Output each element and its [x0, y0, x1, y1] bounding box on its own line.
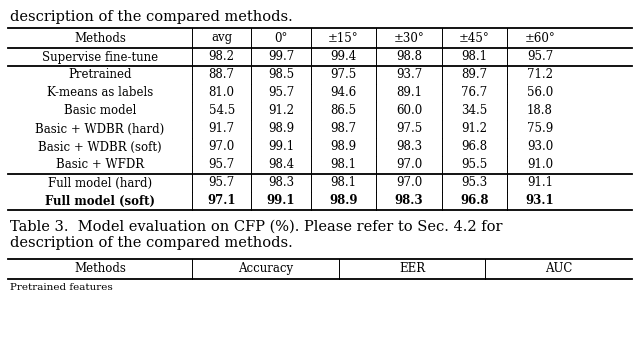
Text: 97.0: 97.0 — [209, 141, 235, 154]
Text: Table 3.  Model evaluation on CFP (%). Please refer to Sec. 4.2 for: Table 3. Model evaluation on CFP (%). Pl… — [10, 220, 502, 234]
Text: 98.1: 98.1 — [330, 158, 356, 172]
Text: 91.1: 91.1 — [527, 177, 553, 189]
Text: Basic + WDBR (soft): Basic + WDBR (soft) — [38, 141, 162, 154]
Text: 91.2: 91.2 — [268, 105, 294, 118]
Text: Accuracy: Accuracy — [238, 262, 293, 275]
Text: AUC: AUC — [545, 262, 572, 275]
Text: Supervise fine-tune: Supervise fine-tune — [42, 50, 158, 63]
Text: 99.1: 99.1 — [268, 141, 294, 154]
Text: 88.7: 88.7 — [209, 69, 235, 82]
Text: 98.9: 98.9 — [330, 141, 356, 154]
Text: 99.7: 99.7 — [268, 50, 294, 63]
Text: 99.1: 99.1 — [267, 194, 295, 208]
Text: 98.3: 98.3 — [268, 177, 294, 189]
Text: 89.7: 89.7 — [461, 69, 488, 82]
Text: 98.8: 98.8 — [396, 50, 422, 63]
Text: Full model (hard): Full model (hard) — [48, 177, 152, 189]
Text: Pretrained: Pretrained — [68, 69, 132, 82]
Text: 89.1: 89.1 — [396, 86, 422, 99]
Text: 93.7: 93.7 — [396, 69, 422, 82]
Text: 95.7: 95.7 — [209, 177, 235, 189]
Text: 98.1: 98.1 — [461, 50, 488, 63]
Text: description of the compared methods.: description of the compared methods. — [10, 236, 292, 250]
Text: Pretrained features: Pretrained features — [10, 283, 113, 292]
Text: 95.5: 95.5 — [461, 158, 488, 172]
Text: 97.1: 97.1 — [207, 194, 236, 208]
Text: 98.5: 98.5 — [268, 69, 294, 82]
Text: 97.0: 97.0 — [396, 158, 422, 172]
Text: 91.2: 91.2 — [461, 122, 488, 135]
Text: 86.5: 86.5 — [330, 105, 356, 118]
Text: 95.7: 95.7 — [268, 86, 294, 99]
Text: 95.3: 95.3 — [461, 177, 488, 189]
Text: 93.1: 93.1 — [525, 194, 554, 208]
Text: ±30°: ±30° — [394, 32, 424, 45]
Text: 96.8: 96.8 — [461, 141, 488, 154]
Text: 91.0: 91.0 — [527, 158, 553, 172]
Text: 97.0: 97.0 — [396, 177, 422, 189]
Text: 56.0: 56.0 — [527, 86, 553, 99]
Text: 98.3: 98.3 — [396, 141, 422, 154]
Text: 91.7: 91.7 — [209, 122, 235, 135]
Text: 98.7: 98.7 — [330, 122, 356, 135]
Text: 54.5: 54.5 — [209, 105, 235, 118]
Text: ±15°: ±15° — [328, 32, 358, 45]
Text: description of the compared methods.: description of the compared methods. — [10, 10, 292, 24]
Text: K-means as labels: K-means as labels — [47, 86, 153, 99]
Text: 34.5: 34.5 — [461, 105, 488, 118]
Text: 76.7: 76.7 — [461, 86, 488, 99]
Text: 18.8: 18.8 — [527, 105, 553, 118]
Text: 98.1: 98.1 — [330, 177, 356, 189]
Text: ±60°: ±60° — [525, 32, 556, 45]
Text: 0°: 0° — [275, 32, 288, 45]
Text: Basic model: Basic model — [64, 105, 136, 118]
Text: 95.7: 95.7 — [527, 50, 553, 63]
Text: 98.3: 98.3 — [395, 194, 423, 208]
Text: 71.2: 71.2 — [527, 69, 553, 82]
Text: 75.9: 75.9 — [527, 122, 553, 135]
Text: 98.2: 98.2 — [209, 50, 235, 63]
Text: 98.4: 98.4 — [268, 158, 294, 172]
Text: 60.0: 60.0 — [396, 105, 422, 118]
Text: 99.4: 99.4 — [330, 50, 356, 63]
Text: EER: EER — [399, 262, 425, 275]
Text: ±45°: ±45° — [459, 32, 490, 45]
Text: 93.0: 93.0 — [527, 141, 553, 154]
Text: 97.5: 97.5 — [330, 69, 356, 82]
Text: Methods: Methods — [74, 262, 126, 275]
Text: 98.9: 98.9 — [268, 122, 294, 135]
Text: avg: avg — [211, 32, 232, 45]
Text: 98.9: 98.9 — [329, 194, 358, 208]
Text: 81.0: 81.0 — [209, 86, 235, 99]
Text: Basic + WDBR (hard): Basic + WDBR (hard) — [35, 122, 164, 135]
Text: 97.5: 97.5 — [396, 122, 422, 135]
Text: 95.7: 95.7 — [209, 158, 235, 172]
Text: 96.8: 96.8 — [460, 194, 489, 208]
Text: 94.6: 94.6 — [330, 86, 356, 99]
Text: Basic + WFDR: Basic + WFDR — [56, 158, 144, 172]
Text: Full model (soft): Full model (soft) — [45, 194, 155, 208]
Text: Methods: Methods — [74, 32, 126, 45]
